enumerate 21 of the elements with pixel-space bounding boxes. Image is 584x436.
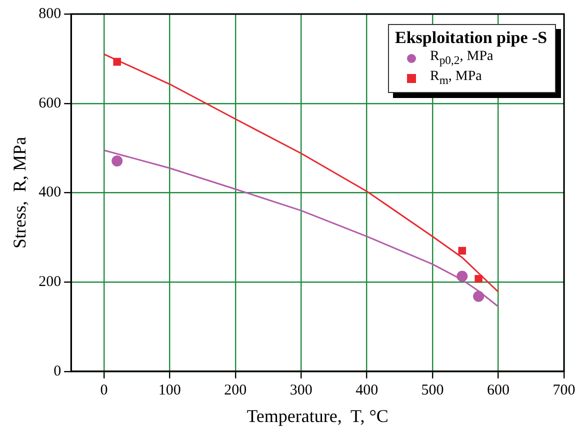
- point: [458, 246, 466, 255]
- legend-title: Eksploitation pipe -S: [395, 28, 548, 48]
- x-tick-label: 700: [552, 382, 576, 398]
- x-axis-title: Temperature, T, °C: [246, 406, 388, 426]
- y-axis-title: Stress, R, MPa: [10, 136, 30, 248]
- x-tick-label: 300: [290, 382, 312, 398]
- y-tick-label: 200: [38, 274, 62, 290]
- y-tick-label: 400: [38, 184, 62, 201]
- point: [112, 155, 123, 166]
- x-tick-label: 400: [356, 382, 378, 398]
- x-tick-label: 500: [421, 382, 444, 398]
- point: [474, 275, 482, 283]
- y-tick-label: 800: [38, 6, 62, 22]
- x-tick-label: 600: [487, 382, 510, 398]
- y-tick-label: 0: [54, 363, 62, 380]
- legend-label: R$_{p0,2}$, MPa: [430, 49, 494, 67]
- y-tick-label: 600: [38, 95, 62, 112]
- x-tick-label: 0: [100, 382, 108, 398]
- x-tick-label: 200: [224, 382, 247, 398]
- legend-label: R$_{m}$, MPa: [430, 69, 482, 87]
- x-tick-label: 100: [158, 382, 181, 398]
